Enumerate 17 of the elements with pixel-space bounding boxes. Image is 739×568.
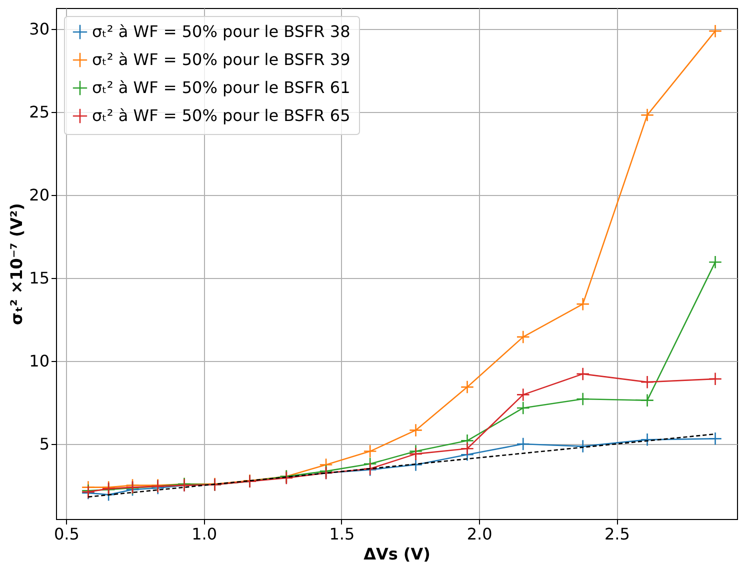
x-axis-title: ΔVs (V) <box>364 544 430 564</box>
y-tick-label: 20 <box>29 186 50 205</box>
x-tick-label: 1.0 <box>192 524 218 544</box>
y-tick-label: 5 <box>39 434 50 454</box>
y-tick-label: 15 <box>29 268 50 288</box>
y-tick-label: 10 <box>29 352 50 371</box>
y-tick-label: 30 <box>29 20 50 39</box>
legend-label: σₜ² à WF = 50% pour le BSFR 38 <box>92 22 350 41</box>
x-tick-label: 1.5 <box>329 524 355 544</box>
y-axis-title: σₜ² ×10⁻⁷ (V²) <box>7 203 26 325</box>
y-tick-label: 25 <box>29 102 50 122</box>
x-tick-label: 2.5 <box>604 524 630 544</box>
x-tick-label: 2.0 <box>466 524 492 544</box>
legend-label: σₜ² à WF = 50% pour le BSFR 65 <box>92 106 350 125</box>
x-tick-label: 0.5 <box>54 524 80 544</box>
legend-label: σₜ² à WF = 50% pour le BSFR 61 <box>92 78 350 97</box>
legend-label: σₜ² à WF = 50% pour le BSFR 39 <box>92 50 350 69</box>
